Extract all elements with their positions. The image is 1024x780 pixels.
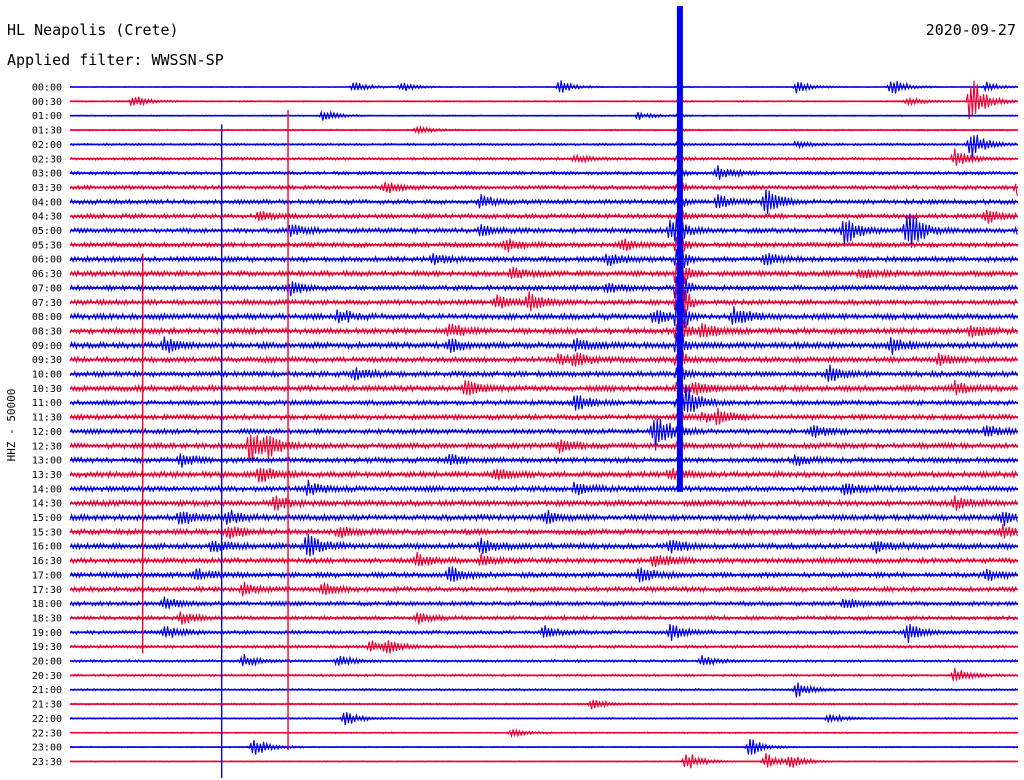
time-tick-label: 07:30 (32, 298, 62, 309)
time-tick-label: 01:00 (32, 111, 62, 122)
time-tick-label: 04:30 (32, 212, 62, 223)
time-tick-label: 12:00 (32, 427, 62, 438)
y-axis-label: HHZ - 50000 (5, 389, 18, 462)
time-tick-label: 16:00 (32, 542, 62, 553)
time-tick-label: 14:00 (32, 484, 62, 495)
time-tick-label: 08:30 (32, 326, 62, 337)
time-tick-label: 21:00 (32, 685, 62, 696)
time-tick-label: 09:00 (32, 341, 62, 352)
time-tick-label: 21:30 (32, 700, 62, 711)
trace-row (69, 134, 1018, 158)
trace-row (69, 343, 1018, 373)
time-tick-label: 08:00 (32, 312, 62, 323)
time-tick-label: 10:00 (32, 370, 62, 381)
time-tick-label: 13:00 (32, 456, 62, 467)
trace-row (69, 479, 1018, 496)
time-tick-label: 04:00 (32, 197, 62, 208)
time-tick-label: 01:30 (32, 126, 62, 137)
time-tick-label: 16:30 (32, 556, 62, 567)
trace-row (69, 259, 1018, 294)
trace-row (69, 623, 1018, 644)
time-label-layer: 00:00 00:30 01:00 01:30 02:00 02:30 03:00 03:30… (32, 83, 62, 768)
time-tick-label: 05:00 (32, 226, 62, 237)
trace-row (69, 551, 1018, 568)
time-tick-label: 22:30 (32, 728, 62, 739)
time-tick-label: 15:00 (32, 513, 62, 524)
time-tick-label: 03:30 (32, 183, 62, 194)
time-tick-label: 23:30 (32, 757, 62, 768)
time-tick-label: 00:00 (32, 83, 62, 94)
time-tick-label: 09:30 (32, 355, 62, 366)
trace-row (69, 246, 1018, 271)
trace-row (69, 148, 1018, 167)
time-tick-label: 02:30 (32, 154, 62, 165)
trace-row (69, 566, 1018, 583)
time-tick-label: 15:30 (32, 527, 62, 538)
time-tick-label: 20:00 (32, 657, 62, 668)
time-tick-label: 07:00 (32, 283, 62, 294)
trace-row (69, 654, 1018, 667)
time-tick-label: 17:30 (32, 585, 62, 596)
station-title: HL Neapolis (Crete) (7, 21, 179, 39)
filter-label: Applied filter: WWSSN-SP (7, 51, 224, 69)
time-tick-label: 10:30 (32, 384, 62, 395)
time-tick-label: 18:30 (32, 613, 62, 624)
time-tick-label: 17:00 (32, 570, 62, 581)
time-tick-label: 00:30 (32, 97, 62, 108)
time-tick-label: 19:30 (32, 642, 62, 653)
large-quake-column (676, 6, 683, 492)
trace-row (69, 534, 1018, 557)
trace-row (69, 596, 1018, 609)
time-tick-label: 06:00 (32, 255, 62, 266)
time-tick-label: 19:00 (32, 628, 62, 639)
time-tick-label: 22:00 (32, 714, 62, 725)
time-tick-label: 06:30 (32, 269, 62, 280)
time-tick-label: 18:00 (32, 599, 62, 610)
trace-row (69, 231, 1018, 258)
time-tick-label: 02:00 (32, 140, 62, 151)
time-tick-label: 23:00 (32, 743, 62, 754)
time-tick-label: 03:00 (32, 169, 62, 180)
trace-row (69, 667, 1018, 681)
trace-layer (69, 6, 1018, 778)
time-tick-label: 11:00 (32, 398, 62, 409)
time-tick-label: 12:30 (32, 441, 62, 452)
time-tick-label: 13:30 (32, 470, 62, 481)
trace-row (69, 181, 1018, 196)
time-tick-label: 11:30 (32, 413, 62, 424)
time-tick-label: 20:30 (32, 671, 62, 682)
date-label: 2020-09-27 (926, 21, 1016, 39)
time-tick-label: 05:30 (32, 240, 62, 251)
time-tick-label: 14:30 (32, 499, 62, 510)
